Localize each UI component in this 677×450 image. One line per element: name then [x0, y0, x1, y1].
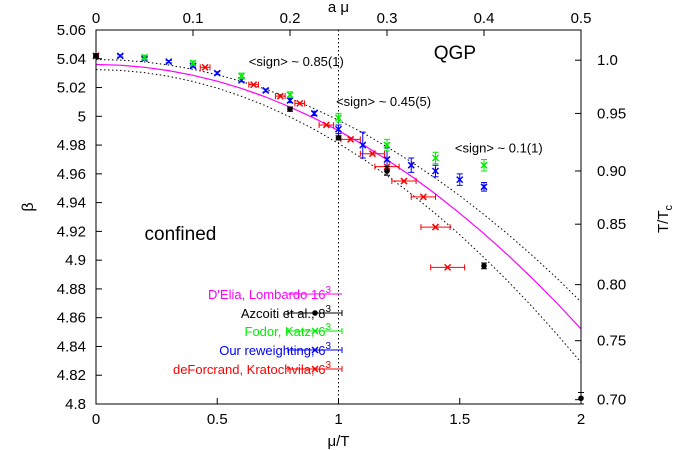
series-deforcrand — [92, 52, 466, 271]
top-x-axis-label: a μ — [328, 0, 349, 16]
x-tick-label: 2 — [577, 411, 585, 428]
data-point — [201, 63, 209, 71]
legend-marker — [311, 365, 319, 373]
data-point — [287, 106, 293, 112]
series-fodor — [92, 52, 488, 172]
data-point — [383, 155, 391, 163]
legend-marker — [311, 327, 319, 335]
y-tick-label: 4.92 — [57, 223, 86, 240]
y-tick-label: 4.98 — [57, 137, 86, 154]
right-y-tick-label: 0.75 — [597, 333, 626, 350]
legend-cap — [287, 328, 343, 334]
right-y-tick-label: 0.85 — [597, 216, 626, 233]
legend-label: Our reweighting, 63 — [219, 341, 331, 358]
data-point — [481, 263, 487, 269]
legend-cap — [287, 347, 343, 353]
x-tick-label: 0.5 — [207, 411, 228, 428]
data-point — [384, 168, 390, 174]
y-tick-label: 4.86 — [57, 310, 86, 327]
data-point — [431, 223, 440, 231]
legend-label: D'Elia, Lombardo 163 — [208, 285, 331, 302]
data-point — [116, 52, 124, 60]
curve-lower-band — [96, 69, 581, 363]
data-point — [444, 263, 452, 271]
data-point — [383, 141, 391, 149]
data-point — [419, 193, 427, 201]
top-x-tick-label: 0 — [92, 10, 100, 27]
data-point — [359, 141, 367, 149]
annotation: <sign> ~ 0.45(5) — [336, 94, 431, 109]
right-y-axis-label: T/Tc — [655, 205, 675, 234]
data-point — [431, 167, 440, 175]
y-tick-label: 4.94 — [57, 195, 86, 212]
y-tick-label: 5.02 — [57, 80, 86, 97]
legend-cap — [287, 310, 343, 316]
legend: D'Elia, Lombardo 163 Azcoiti et al., 83Fo… — [173, 285, 343, 377]
data-point — [286, 91, 294, 99]
right-y-tick-label: 1.0 — [597, 52, 618, 69]
legend-marker — [311, 346, 319, 354]
data-point — [189, 59, 197, 67]
data-point — [237, 72, 246, 80]
data-point — [310, 109, 318, 117]
data-point — [335, 135, 342, 141]
legend-marker — [312, 310, 318, 316]
x-tick-label: 1 — [334, 411, 342, 428]
y-tick-label: 4.96 — [57, 166, 86, 183]
top-x-tick-label: 0.5 — [571, 10, 592, 27]
top-x-tick-label: 0.3 — [377, 10, 398, 27]
y-tick-label: 4.82 — [57, 367, 86, 384]
data-point — [276, 92, 284, 100]
y-tick-label: 4.8 — [65, 396, 86, 413]
annotation: <sign> ~ 0.85(1) — [249, 54, 344, 69]
data-point — [213, 69, 221, 77]
y-tick-label: 4.88 — [57, 281, 86, 298]
data-point — [368, 150, 376, 158]
data-point — [286, 96, 294, 105]
legend-label: deForcrand, Kratochvila, 63 — [173, 360, 331, 377]
data-point — [334, 125, 343, 133]
y-tick-label: 5.04 — [57, 51, 86, 68]
data-point — [431, 154, 440, 162]
right-y-tick-label: 0.80 — [597, 277, 626, 294]
data-point — [189, 62, 197, 70]
y-tick-label: 5.06 — [57, 22, 86, 39]
x-tick-label: 1.5 — [449, 411, 470, 428]
right-y-tick-label: 0.90 — [597, 163, 626, 180]
data-point — [480, 183, 488, 191]
y-axis-label: β — [20, 202, 37, 211]
data-point — [140, 53, 149, 61]
data-point — [334, 114, 343, 122]
annotation: <sign> ~ 0.1(1) — [455, 140, 543, 155]
data-point — [456, 176, 464, 184]
top-x-tick-label: 0.1 — [183, 10, 204, 27]
data-point — [347, 135, 355, 143]
data-point — [322, 121, 330, 129]
top-x-tick-label: 0.4 — [474, 10, 495, 27]
data-point — [165, 58, 173, 66]
data-point — [262, 86, 270, 94]
data-point — [480, 161, 488, 169]
y-tick-label: 4.84 — [57, 338, 86, 355]
data-point — [296, 99, 304, 107]
x-tick-label: 0 — [92, 411, 100, 428]
top-x-tick-label: 0.2 — [280, 10, 301, 27]
annotation: confined — [145, 224, 217, 245]
legend-label: Azcoiti et al., 83 — [241, 304, 332, 321]
data-point — [400, 177, 408, 185]
y-tick-label: 5 — [78, 108, 86, 125]
right-y-tick-label: 0.70 — [597, 392, 626, 409]
right-y-tick-label: 0.95 — [597, 105, 626, 122]
legend-label: Fodor, Katz, 63 — [245, 322, 332, 339]
annotation: QGP — [434, 43, 476, 64]
series-azcoiti — [93, 53, 584, 405]
y-tick-label: 4.9 — [65, 252, 86, 269]
data-point — [250, 81, 258, 89]
legend-cap — [287, 366, 343, 372]
data-point — [407, 161, 415, 169]
x-axis-label: μ/T — [328, 433, 350, 450]
